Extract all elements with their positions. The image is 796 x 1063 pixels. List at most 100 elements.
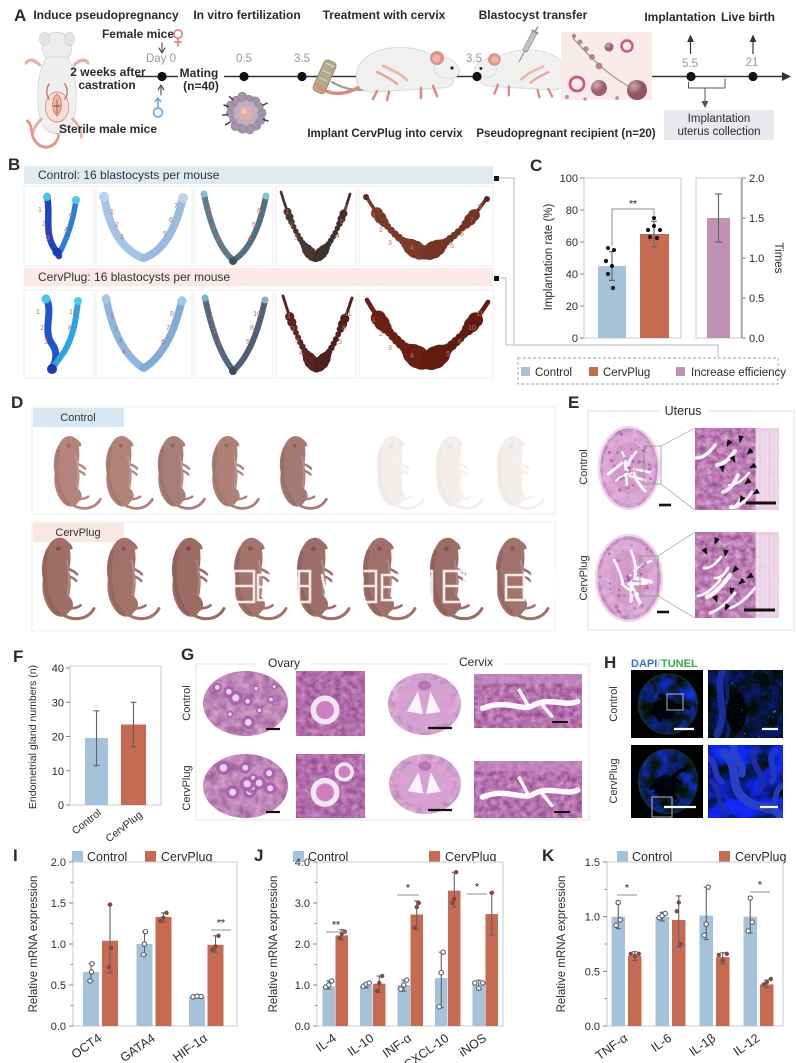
svg-text:5: 5 (450, 243, 454, 250)
svg-text:CervPlug: CervPlug (608, 758, 620, 803)
svg-text:11: 11 (476, 311, 483, 318)
svg-text:4: 4 (410, 245, 414, 252)
svg-text:D: D (11, 393, 23, 412)
svg-text:3.5: 3.5 (466, 53, 482, 65)
svg-text:*: * (475, 882, 479, 893)
svg-text:10: 10 (468, 325, 476, 332)
svg-text:F: F (13, 647, 23, 666)
svg-text:1: 1 (208, 211, 212, 218)
svg-text:1: 1 (285, 209, 289, 216)
svg-text:3: 3 (388, 345, 392, 352)
svg-text:Day 0: Day 0 (146, 53, 176, 65)
svg-text:4: 4 (64, 227, 68, 234)
svg-text:8: 8 (478, 204, 482, 211)
svg-text:Control: Control (535, 367, 572, 379)
svg-text:2: 2 (42, 221, 46, 228)
svg-text:0.0: 0.0 (749, 333, 764, 345)
svg-text:6: 6 (257, 208, 261, 215)
svg-text:1.5: 1.5 (51, 898, 66, 910)
svg-text:Control: Control (608, 686, 620, 721)
svg-text:40: 40 (566, 269, 578, 281)
svg-text:3.5: 3.5 (294, 53, 310, 65)
svg-text:4: 4 (410, 353, 414, 360)
svg-text:2: 2 (291, 326, 295, 333)
svg-text:CervPlug: CervPlug (161, 850, 212, 864)
svg-text:3: 3 (388, 240, 392, 247)
svg-text:1.0: 1.0 (585, 912, 600, 924)
svg-text:20: 20 (566, 301, 578, 313)
svg-text:5.5: 5.5 (682, 58, 698, 70)
svg-text:1: 1 (110, 313, 114, 320)
svg-text:2.0: 2.0 (51, 857, 66, 869)
svg-text:3: 3 (294, 235, 298, 242)
svg-text:4: 4 (122, 349, 126, 356)
svg-text:CervPlug: CervPlug (445, 850, 496, 864)
svg-text:8: 8 (170, 311, 174, 318)
svg-text:*: * (625, 883, 629, 894)
svg-text:10: 10 (52, 766, 64, 778)
svg-text:CervPlug: CervPlug (578, 555, 590, 600)
svg-text:CervPlug: CervPlug (181, 765, 193, 810)
svg-text:2.0: 2.0 (295, 939, 310, 951)
svg-text:*: * (406, 883, 410, 894)
svg-text:3: 3 (44, 339, 48, 346)
svg-text:In vitro fertilization: In vitro fertilization (193, 8, 300, 22)
svg-text:0.0: 0.0 (585, 1021, 600, 1033)
svg-text:6: 6 (460, 231, 464, 238)
svg-text:40: 40 (52, 663, 64, 675)
svg-text:8: 8 (342, 325, 346, 332)
svg-text:1: 1 (36, 309, 40, 316)
svg-text:2: 2 (212, 224, 216, 231)
svg-text:60: 60 (566, 237, 578, 249)
svg-text:E: E (568, 393, 579, 412)
svg-text:Mating: Mating (180, 66, 219, 80)
svg-text:Control: Control (632, 850, 672, 864)
svg-text:0: 0 (58, 800, 64, 812)
svg-text:0.5: 0.5 (236, 53, 252, 65)
svg-text:Blastocyst transfer: Blastocyst transfer (479, 8, 588, 22)
svg-text:*: * (758, 880, 762, 891)
svg-text:11: 11 (344, 311, 351, 318)
svg-text:0.5: 0.5 (585, 966, 600, 978)
svg-text:**: ** (332, 920, 340, 931)
svg-text:1.0: 1.0 (295, 980, 310, 992)
svg-text:Control: Control (578, 449, 590, 484)
svg-text:(n=40): (n=40) (183, 79, 219, 93)
svg-text:5: 5 (69, 213, 73, 220)
svg-text:4: 4 (248, 235, 252, 242)
svg-text:6: 6 (344, 205, 348, 212)
svg-text:1.0: 1.0 (749, 253, 764, 265)
svg-text:1.5: 1.5 (749, 213, 764, 225)
svg-text:7: 7 (166, 325, 170, 332)
svg-text:K: K (542, 846, 555, 865)
svg-text:5: 5 (246, 339, 250, 346)
svg-text:1: 1 (372, 317, 376, 324)
svg-text:5: 5 (340, 219, 344, 226)
svg-text:4: 4 (299, 350, 303, 357)
svg-text:CervPlug: CervPlug (735, 850, 786, 864)
svg-text:Induce pseudopregnancy: Induce pseudopregnancy (33, 8, 179, 22)
svg-text:0.5: 0.5 (51, 980, 66, 992)
svg-text:5: 5 (338, 339, 342, 346)
svg-text:1: 1 (110, 209, 114, 216)
svg-text:10: 10 (69, 309, 77, 316)
svg-text:7: 7 (470, 217, 474, 224)
svg-text:2: 2 (114, 326, 118, 333)
svg-text:3: 3 (295, 338, 299, 345)
svg-text:7: 7 (174, 203, 178, 210)
svg-text:3: 3 (216, 236, 220, 243)
svg-text:Relative mRNA expression: Relative mRNA expression (28, 876, 40, 1013)
svg-text:Control: Control (87, 850, 127, 864)
svg-text:Relative mRNA expression: Relative mRNA expression (556, 876, 568, 1013)
svg-text:Live birth: Live birth (721, 10, 775, 24)
svg-text:6: 6 (161, 339, 165, 346)
svg-text:**: ** (629, 199, 637, 210)
svg-text:Uterus: Uterus (665, 404, 702, 418)
svg-text:Control: 16 blastocysts per mo: Control: 16 blastocysts per mouse (38, 168, 220, 182)
svg-text:H: H (604, 653, 616, 672)
svg-text:B: B (8, 155, 20, 174)
svg-text:1: 1 (287, 313, 291, 320)
svg-text:Control: Control (60, 412, 95, 424)
svg-text:Implantation: Implantation (644, 10, 715, 24)
svg-text:Control: Control (181, 685, 193, 720)
